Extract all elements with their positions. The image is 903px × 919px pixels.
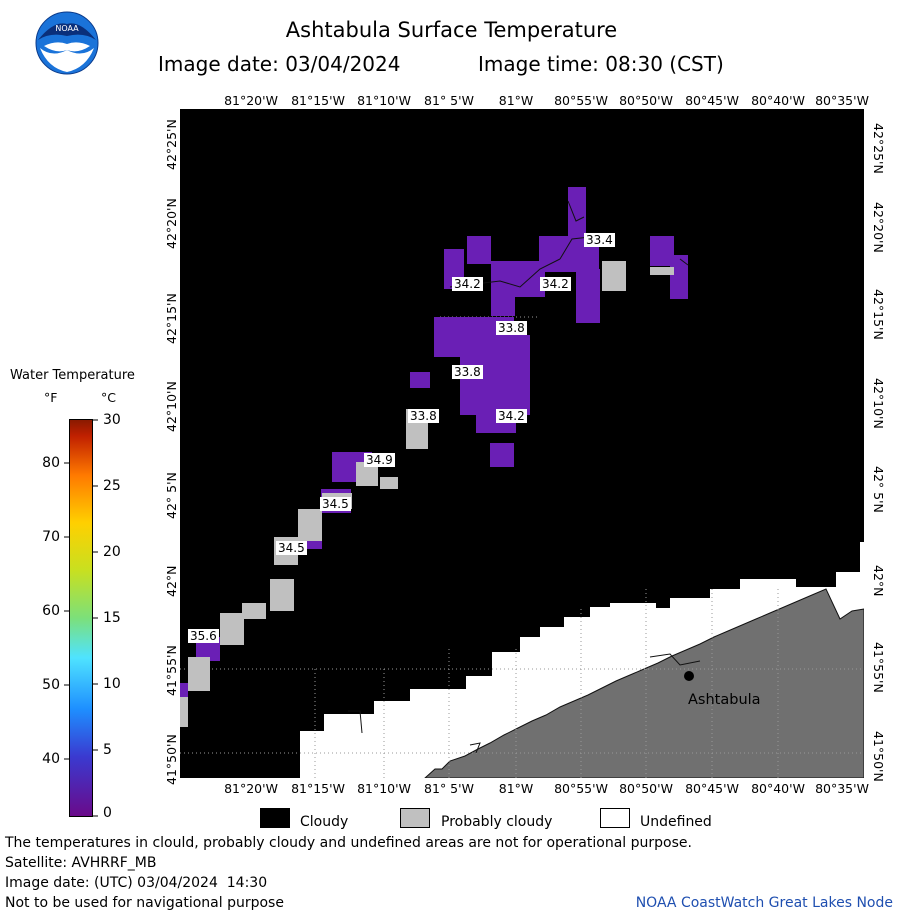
- lat-label-left: 41°55'N: [164, 645, 179, 696]
- probably-cloudy-key-label: Probably cloudy: [441, 814, 553, 830]
- cloudy-swatch: [260, 808, 290, 828]
- temperature-label: 34.2: [452, 277, 483, 291]
- legend-tick-f: 40: [42, 751, 60, 767]
- lon-label-bottom: 80°35'W: [815, 781, 869, 796]
- legend-tick-c: 20: [103, 544, 121, 560]
- disclaimer-text: The temperatures in clould, probably clo…: [5, 835, 692, 851]
- legend-unit-f: °F: [44, 390, 58, 405]
- lon-label-top: 80°40'W: [751, 93, 805, 108]
- city-label: Ashtabula: [688, 692, 761, 708]
- legend-tick-f: 50: [42, 677, 60, 693]
- temperature-label: 33.8: [408, 409, 439, 423]
- legend-tick-c: 0: [103, 805, 112, 821]
- image-time: Image time: 08:30 (CST): [478, 52, 724, 76]
- lat-label-left: 42°N: [164, 565, 179, 597]
- temperature-label: 34.5: [320, 497, 351, 511]
- temperature-label: 33.4: [584, 233, 615, 247]
- page-title: Ashtabula Surface Temperature: [285, 18, 618, 42]
- temperature-label: 34.5: [276, 541, 307, 555]
- lon-label-bottom: 81° 5'W: [424, 781, 474, 796]
- lat-label-left: 42°10'N: [164, 381, 179, 432]
- lon-label-bottom: 81°15'W: [291, 781, 345, 796]
- temperature-label: 34.2: [496, 409, 527, 423]
- colorbar-ticks: [64, 419, 98, 817]
- lat-label-right: 42°N: [871, 565, 886, 597]
- svg-text:NOAA: NOAA: [55, 24, 79, 33]
- lat-label-right: 42°15'N: [871, 289, 886, 340]
- temperature-label: 34.9: [364, 453, 395, 467]
- credit-text: NOAA CoastWatch Great Lakes Node: [635, 895, 893, 911]
- lon-label-top: 81°20'W: [224, 93, 278, 108]
- city-marker-icon: [684, 671, 694, 681]
- image-date: Image date: 03/04/2024: [158, 52, 401, 76]
- legend-tick-f: 60: [42, 603, 60, 619]
- lat-label-right: 42° 5'N: [871, 466, 886, 513]
- lon-label-top: 80°35'W: [815, 93, 869, 108]
- lat-label-right: 42°10'N: [871, 378, 886, 429]
- temperature-map: [180, 109, 864, 778]
- legend-tick-c: 5: [103, 742, 112, 758]
- lon-label-top: 81°15'W: [291, 93, 345, 108]
- lon-label-top: 80°45'W: [685, 93, 739, 108]
- lon-label-top: 80°50'W: [619, 93, 673, 108]
- legend-tick-c: 10: [103, 676, 121, 692]
- lat-label-left: 42°15'N: [164, 293, 179, 344]
- temperature-label: 35.6: [188, 629, 219, 643]
- temperature-colorbar: [69, 419, 93, 817]
- lon-label-bottom: 80°45'W: [685, 781, 739, 796]
- legend-tick-f: 70: [42, 529, 60, 545]
- lon-label-top: 81° 5'W: [424, 93, 474, 108]
- land-area: [424, 588, 864, 778]
- lat-label-right: 41°50'N: [871, 731, 886, 782]
- legend-tick-c: 25: [103, 478, 121, 494]
- cloudy-key-label: Cloudy: [300, 814, 349, 830]
- undefined-swatch: [600, 808, 630, 828]
- lat-label-right: 41°55'N: [871, 642, 886, 693]
- lat-label-right: 42°25'N: [871, 123, 886, 174]
- lat-label-left: 42° 5'N: [164, 472, 179, 519]
- legend-unit-c: °C: [101, 390, 116, 405]
- lon-label-bottom: 81°10'W: [357, 781, 411, 796]
- lon-label-bottom: 80°50'W: [619, 781, 673, 796]
- legend-tick-c: 15: [103, 610, 121, 626]
- lat-label-left: 41°50'N: [164, 734, 179, 785]
- lon-label-bottom: 81°W: [498, 781, 534, 796]
- temperature-label: 33.8: [496, 321, 527, 335]
- legend-tick-f: 80: [42, 455, 60, 471]
- temperature-label: 34.2: [540, 277, 571, 291]
- lon-label-bottom: 80°55'W: [554, 781, 608, 796]
- lon-label-top: 81°10'W: [357, 93, 411, 108]
- lat-label-right: 42°20'N: [871, 202, 886, 253]
- satellite-text: Satellite: AVHRRF_MB: [5, 855, 157, 871]
- lon-label-top: 81°W: [498, 93, 534, 108]
- noaa-logo-icon: NOAA: [34, 10, 100, 80]
- lat-label-left: 42°25'N: [164, 119, 179, 170]
- lon-label-top: 80°55'W: [554, 93, 608, 108]
- undefined-key-label: Undefined: [640, 814, 712, 830]
- legend-tick-c: 30: [103, 412, 121, 428]
- lat-label-left: 42°20'N: [164, 198, 179, 249]
- temperature-label: 33.8: [452, 365, 483, 379]
- lon-label-bottom: 80°40'W: [751, 781, 805, 796]
- navigation-warning: Not to be used for navigational purpose: [5, 895, 284, 911]
- probably-cloudy-swatch: [400, 808, 430, 828]
- lon-label-bottom: 81°20'W: [224, 781, 278, 796]
- utc-date-text: Image date: (UTC) 03/04/2024 14:30: [5, 875, 268, 891]
- legend-title: Water Temperature: [10, 368, 135, 383]
